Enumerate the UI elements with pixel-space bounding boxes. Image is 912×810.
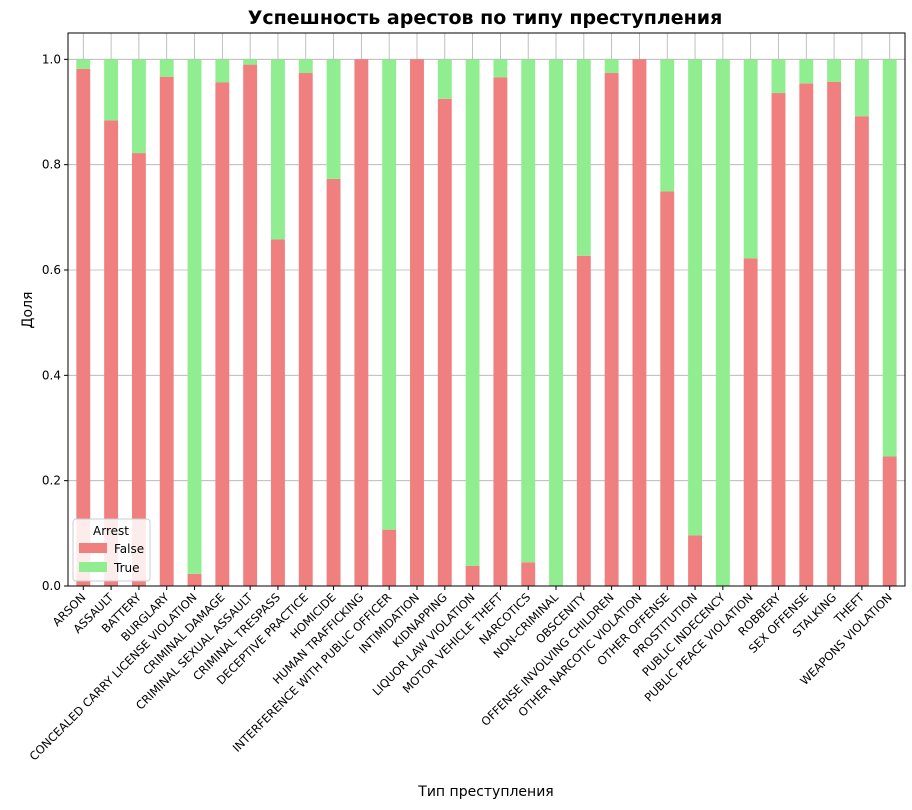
bar-false-narcotics [521, 562, 536, 586]
bar-false-other-offense [660, 191, 675, 586]
bar-false-obscenity [576, 255, 591, 586]
bar-false-criminal-sexual-assault [243, 64, 258, 587]
bar-true-offense-involving-children [604, 59, 619, 74]
bar-true-theft [854, 59, 869, 117]
plot-frame [67, 32, 906, 587]
bar-true-concealed-carry-license-violation [187, 59, 202, 574]
bar-true-criminal-sexual-assault [243, 59, 258, 65]
bar-true-stalking [827, 59, 842, 82]
bar-false-homicide [326, 178, 341, 587]
bar-false-deceptive-practice [298, 73, 313, 586]
y-tick-label: 1.0 [42, 52, 61, 66]
bar-false-offense-involving-children [604, 73, 619, 586]
bar-true-kidnapping [437, 59, 452, 99]
y-tick-label: 0.6 [42, 263, 61, 277]
bar-false-stalking [827, 81, 842, 586]
bar-false-criminal-damage [215, 82, 230, 587]
bar-false-theft [854, 116, 869, 587]
bar-true-public-peace-violation [743, 59, 758, 259]
bar-true-burglary [159, 59, 174, 77]
bar-false-battery [131, 153, 146, 586]
y-tick-label: 0.8 [42, 158, 61, 172]
legend-title: Arrest [93, 524, 129, 538]
y-tick-label: 0.4 [42, 368, 61, 382]
chart-title: Успешность арестов по типу преступления [248, 7, 723, 29]
y-tick-label: 0.2 [42, 474, 61, 488]
bar-true-criminal-trespass [270, 59, 285, 240]
y-axis-label: Доля [20, 292, 36, 329]
bar-false-prostitution [688, 535, 703, 586]
bar-false-other-narcotic-violation [632, 59, 647, 587]
bar-true-liquor-law-violation [465, 59, 480, 566]
bar-false-concealed-carry-license-violation [187, 573, 202, 586]
bar-true-arson [76, 59, 91, 69]
bar-false-assault [104, 120, 119, 586]
legend-swatch-true [79, 562, 107, 572]
bar-true-homicide [326, 59, 341, 179]
legend: Arrest False True [72, 518, 151, 582]
bar-true-motor-vehicle-theft [493, 59, 508, 78]
bar-true-criminal-damage [215, 59, 230, 83]
bar-true-robbery [771, 59, 786, 94]
legend-swatch-false [79, 543, 107, 553]
y-tick-label: 0.0 [42, 579, 61, 593]
bar-false-motor-vehicle-theft [493, 77, 508, 587]
bar-false-public-peace-violation [743, 258, 758, 586]
bar-false-robbery [771, 93, 786, 586]
bar-true-interference-with-public-officer [382, 59, 397, 530]
bar-true-obscenity [576, 59, 591, 256]
bar-false-sex-offense [799, 83, 814, 586]
bar-false-burglary [159, 76, 174, 587]
bar-false-human-trafficking [354, 59, 369, 587]
bar-true-assault [104, 59, 119, 121]
y-axis: 0.0 0.2 0.4 0.6 0.8 1.0 [42, 52, 68, 593]
bar-false-kidnapping [437, 98, 452, 586]
bars [76, 59, 897, 587]
bar-false-criminal-trespass [270, 239, 285, 586]
bar-true-weapons-violation [882, 59, 897, 457]
bar-false-liquor-law-violation [465, 565, 480, 586]
x-axis-label: Тип преступления [417, 784, 553, 800]
bar-true-battery [131, 59, 146, 154]
legend-label-false: False [114, 542, 144, 556]
bar-true-prostitution [688, 59, 703, 536]
bar-true-public-indecency [715, 59, 730, 587]
legend-label-true: True [113, 561, 140, 575]
bar-true-narcotics [521, 59, 536, 563]
bar-true-sex-offense [799, 59, 814, 84]
bar-false-weapons-violation [882, 456, 897, 586]
bar-true-non-criminal [549, 59, 563, 587]
bar-false-intimidation [410, 59, 424, 587]
bar-false-arson [76, 68, 91, 586]
bar-true-other-offense [660, 59, 675, 192]
bar-false-interference-with-public-officer [382, 529, 397, 586]
bar-true-deceptive-practice [298, 59, 313, 74]
